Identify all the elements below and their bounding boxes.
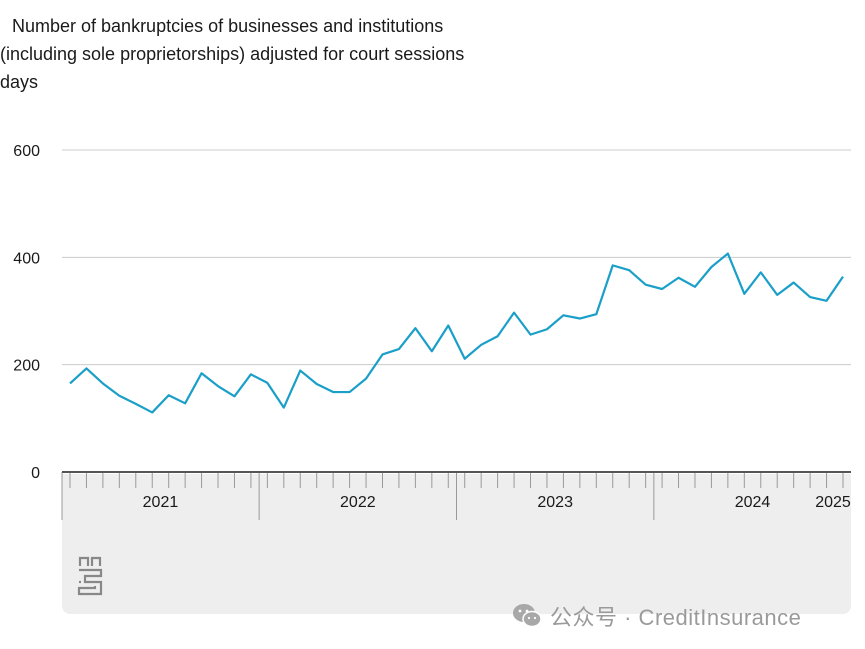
year-label: 2024 xyxy=(735,494,771,511)
chart-title-line-3: days xyxy=(0,72,39,92)
year-label: 2023 xyxy=(537,494,573,511)
watermark-text: 公众号 · CreditInsurance xyxy=(550,605,802,630)
series-line xyxy=(69,252,844,414)
y-axis-tick-labels: 0 200 400 600 xyxy=(13,143,40,482)
cbs-logo-icon xyxy=(77,556,103,596)
y-tick-label: 400 xyxy=(13,250,40,267)
month-ticks xyxy=(69,472,844,488)
wechat-icon xyxy=(513,604,542,628)
watermark: 公众号 · CreditInsurance xyxy=(512,600,801,632)
series-layer xyxy=(69,252,844,414)
year-label: 2025 xyxy=(815,494,851,511)
year-axis: 2021 2022 2023 2024 2025 xyxy=(61,472,851,520)
year-label: 2022 xyxy=(340,494,376,511)
y-tick-label: 200 xyxy=(13,358,40,375)
year-label: 2021 xyxy=(143,494,179,511)
chart-title: Number of bankruptcies of businesses and… xyxy=(0,12,560,96)
gridlines xyxy=(62,149,851,366)
chart-title-line-2: (including sole proprietorships) adjuste… xyxy=(0,44,465,64)
y-tick-label: 600 xyxy=(13,143,40,160)
y-tick-label: 0 xyxy=(31,465,40,482)
chart-title-line-1: Number of bankruptcies of businesses and… xyxy=(12,16,444,36)
